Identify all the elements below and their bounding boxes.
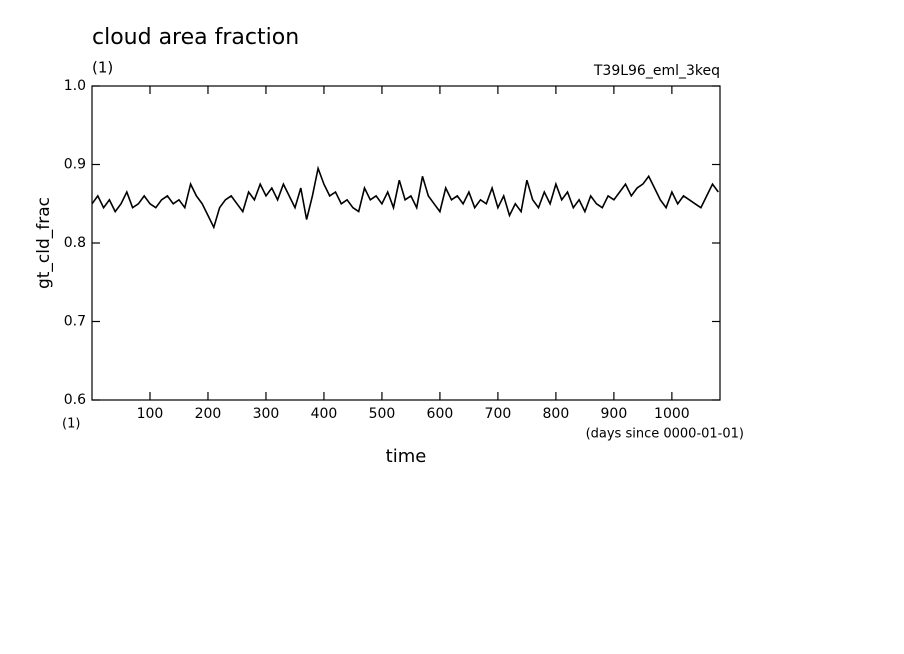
y-tick-label: 0.7 [64, 314, 86, 330]
chart-title: cloud area fraction [92, 25, 299, 50]
x-tick-label: 900 [601, 406, 628, 422]
line-series [91, 165, 719, 230]
x-tick-label: 800 [543, 406, 570, 422]
y-tick-label: 0.8 [64, 235, 86, 251]
x-tick-label: 600 [427, 406, 454, 422]
x-axis-label: time [386, 446, 427, 467]
y-tick-label: 0.9 [64, 157, 86, 173]
x-tick-label: 100 [137, 406, 164, 422]
x-tick-label: 300 [253, 406, 280, 422]
x-tick-label: 1000 [654, 406, 690, 422]
annotation: T39L96_eml_3keq [593, 63, 720, 79]
plot-frame [91, 85, 721, 401]
x-unit-left: (1) [62, 417, 80, 432]
y-axis-label: gt_cld_frac [34, 197, 54, 289]
x-tick-label: 700 [485, 406, 512, 422]
y-tick-label: 0.6 [64, 392, 86, 408]
y-tick-label: 1.0 [64, 78, 86, 94]
x-units: (days since 0000-01-01) [586, 427, 744, 442]
chart-subtitle: (1) [92, 59, 113, 77]
x-tick-label: 400 [311, 406, 338, 422]
x-tick-label: 200 [195, 406, 222, 422]
x-tick-label: 500 [369, 406, 396, 422]
